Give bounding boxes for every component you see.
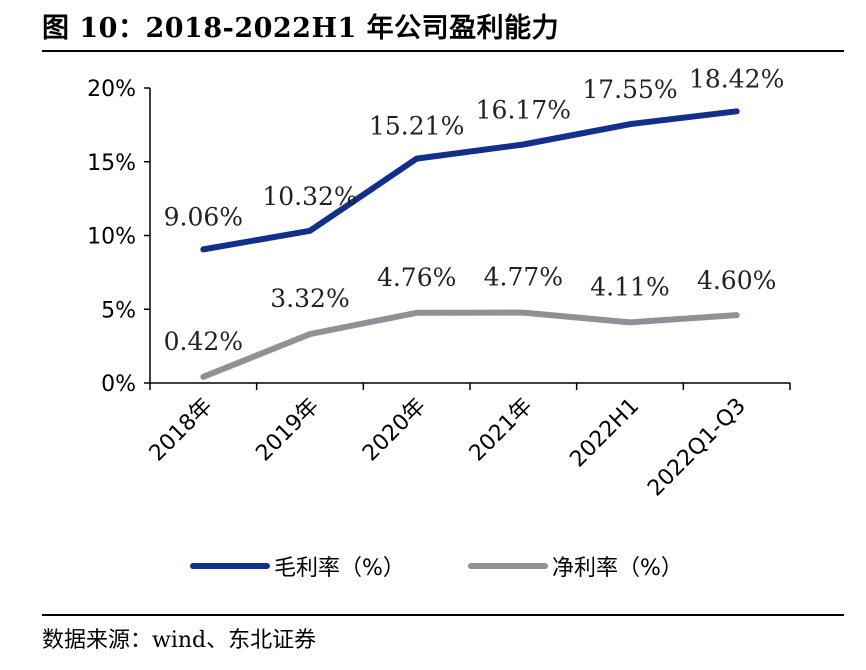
data-label: 16.17% xyxy=(476,95,571,124)
legend-label-gross-margin: 毛利率（%） xyxy=(274,556,405,581)
legend-item-gross-margin: 毛利率（%） xyxy=(190,548,405,584)
x-tick-label: 2022H1 xyxy=(565,394,644,473)
title-divider xyxy=(42,50,844,52)
x-tick-label: 2021年 xyxy=(465,394,538,467)
y-tick-label: 10% xyxy=(87,225,136,250)
data-label: 4.76% xyxy=(377,263,456,292)
x-tick-label: 2022Q1-Q3 xyxy=(643,394,751,502)
x-tick-label: 2020年 xyxy=(358,394,431,467)
chart-title: 图 10：2018-2022H1 年公司盈利能力 xyxy=(42,13,560,44)
data-label: 10.32% xyxy=(262,182,357,211)
y-tick-label: 5% xyxy=(101,298,136,323)
x-tick-label: 2019年 xyxy=(251,394,324,467)
data-label: 18.42% xyxy=(689,64,784,93)
data-label: 15.21% xyxy=(369,112,464,141)
data-label: 17.55% xyxy=(582,75,677,104)
y-tick-label: 20% xyxy=(87,77,136,102)
y-tick-label: 15% xyxy=(87,151,136,176)
legend-swatch-net-margin xyxy=(468,563,548,569)
data-source: 数据来源：wind、东北证券 xyxy=(42,628,317,653)
y-tick-label: 0% xyxy=(101,372,136,397)
data-label: 4.60% xyxy=(697,266,776,295)
line-chart: 0% 5% 10% 15% 20% 2018年 2019年 2020年 2021年 2022H1… xyxy=(87,64,791,502)
legend-swatch-gross-margin xyxy=(190,563,270,569)
chart-legend: 毛利率（%） 净利率（%） xyxy=(0,548,866,584)
data-label: 0.42% xyxy=(164,327,243,356)
series-line-net-margin xyxy=(200,309,740,380)
legend-item-net-margin: 净利率（%） xyxy=(468,548,683,584)
data-label: 9.06% xyxy=(164,202,243,231)
footer-divider xyxy=(42,614,844,616)
data-label: 4.77% xyxy=(484,263,563,292)
data-label: 3.32% xyxy=(270,284,349,313)
data-label: 4.11% xyxy=(590,272,669,301)
legend-label-net-margin: 净利率（%） xyxy=(552,556,683,581)
x-tick-label: 2018年 xyxy=(145,394,218,467)
series-line-gross-margin xyxy=(200,108,740,253)
